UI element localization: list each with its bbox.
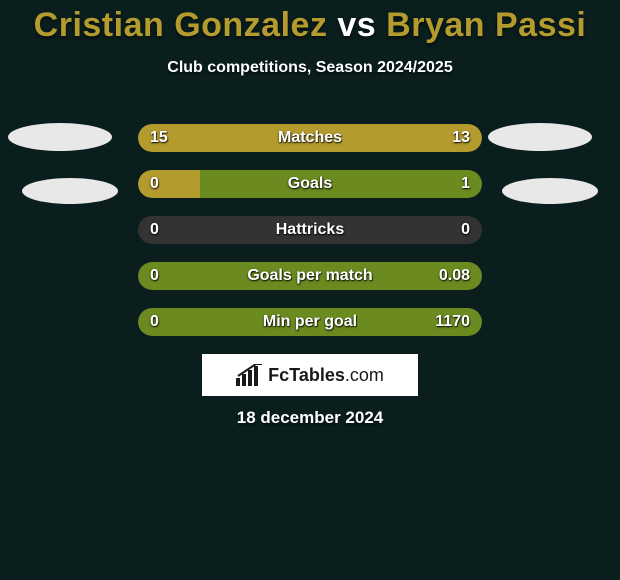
decorative-ellipse xyxy=(22,178,118,204)
stat-row: 01170Min per goal xyxy=(138,308,482,336)
stat-label: Matches xyxy=(138,124,482,152)
logo-main: Tables xyxy=(289,365,345,385)
stat-label: Goals xyxy=(138,170,482,198)
logo-suffix: .com xyxy=(345,365,384,385)
decorative-ellipse xyxy=(8,123,112,151)
stat-row: 00Hattricks xyxy=(138,216,482,244)
fctables-logo[interactable]: FcTables.com xyxy=(202,354,418,396)
logo-text: FcTables.com xyxy=(268,365,384,386)
decorative-ellipse xyxy=(502,178,598,204)
stat-label: Goals per match xyxy=(138,262,482,290)
stat-row: 1513Matches xyxy=(138,124,482,152)
stat-label: Min per goal xyxy=(138,308,482,336)
stat-label: Hattricks xyxy=(138,216,482,244)
vs-text: vs xyxy=(337,6,376,44)
player1-name: Cristian Gonzalez xyxy=(34,6,328,44)
subtitle: Club competitions, Season 2024/2025 xyxy=(0,59,620,77)
decorative-ellipse xyxy=(488,123,592,151)
stat-row: 01Goals xyxy=(138,170,482,198)
stat-row: 00.08Goals per match xyxy=(138,262,482,290)
logo-prefix: Fc xyxy=(268,365,289,385)
chart-icon xyxy=(236,364,262,386)
player2-name: Bryan Passi xyxy=(386,6,586,44)
comparison-chart: 1513Matches 01Goals 00Hattricks 00.08Goals … xyxy=(138,124,482,354)
snapshot-date: 18 december 2024 xyxy=(0,408,620,428)
comparison-title: Cristian Gonzalez vs Bryan Passi xyxy=(0,0,620,45)
